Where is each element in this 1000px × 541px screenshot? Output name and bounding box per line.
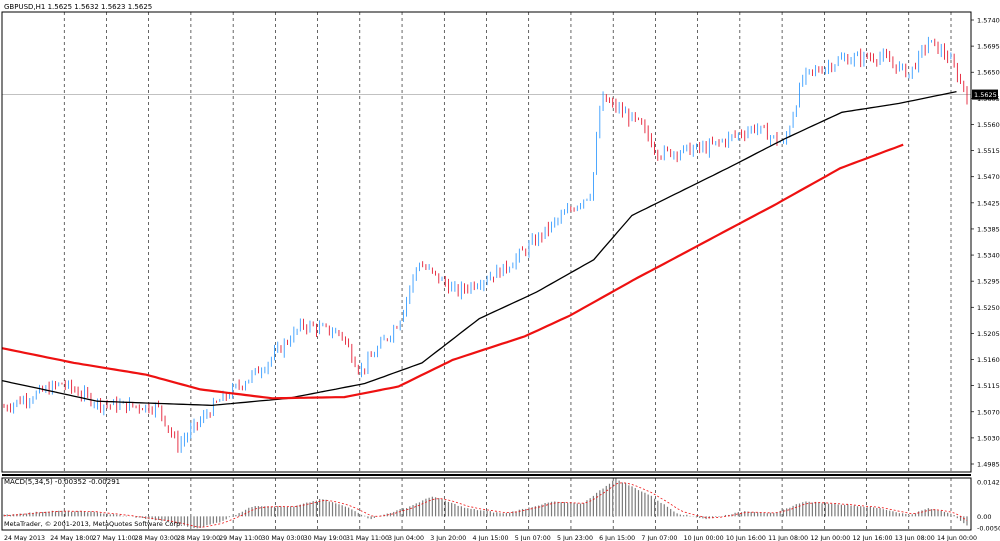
time-tick-label: 13 Jun 08:00 — [895, 535, 935, 541]
price-tick-label: 1.5295 — [977, 278, 1000, 286]
time-tick-label: 12 Jun 16:00 — [853, 535, 893, 541]
current-price-label: 1.5625 — [974, 91, 997, 99]
macd-tick-label: 0.00 — [977, 513, 991, 521]
time-tick-label: 4 Jun 15:00 — [473, 535, 509, 541]
time-tick-label: 14 Jun 00:00 — [937, 535, 977, 541]
time-tick-label: 29 May 11:00 — [219, 535, 262, 541]
time-tick-label: 30 May 03:00 — [261, 535, 304, 541]
time-tick-label: 10 Jun 16:00 — [726, 535, 766, 541]
time-tick-label: 10 Jun 00:00 — [684, 535, 724, 541]
time-tick-label: 28 May 03:00 — [135, 535, 178, 541]
price-tick-label: 1.5650 — [977, 69, 1000, 77]
time-tick-label: 24 May 2013 — [4, 535, 45, 541]
symbol-header: GBPUSD,H1 1.5625 1.5632 1.5623 1.5625 — [4, 3, 152, 11]
time-tick-label: 27 May 11:00 — [92, 535, 135, 541]
price-axis: 1.57401.56951.56501.56051.55601.55151.54… — [2, 17, 1000, 469]
price-tick-label: 1.5030 — [977, 434, 1000, 442]
time-tick-label: 3 Jun 20:00 — [430, 535, 466, 541]
price-tick-label: 1.5160 — [977, 356, 1000, 364]
price-tick-label: 1.5340 — [977, 252, 1000, 260]
macd-histogram-series — [3, 478, 968, 529]
moving-averages — [1, 90, 957, 407]
macd-signal-line — [3, 482, 968, 528]
price-tick-label: 1.5250 — [977, 304, 1000, 312]
time-tick-label: 12 Jun 00:00 — [810, 535, 850, 541]
price-tick-label: 1.5515 — [977, 147, 1000, 155]
candlestick-series — [3, 36, 968, 453]
price-tick-label: 1.5070 — [977, 408, 1000, 416]
price-tick-label: 1.4985 — [977, 461, 1000, 469]
time-tick-label: 11 Jun 08:00 — [768, 535, 808, 541]
vertical-grid — [63, 12, 952, 530]
macd-pane-border — [1, 477, 972, 531]
price-tick-label: 1.5560 — [977, 121, 1000, 129]
price-tick-label: 1.5470 — [977, 173, 1000, 181]
time-tick-label: 28 May 19:00 — [177, 535, 220, 541]
main-pane-border — [1, 11, 972, 473]
time-tick-label: 7 Jun 07:00 — [641, 535, 677, 541]
time-tick-label: 5 Jun 07:00 — [515, 535, 551, 541]
macd-tick-label: -0.00508 — [977, 525, 1000, 533]
price-tick-label: 1.5425 — [977, 199, 1000, 207]
time-tick-label: 30 May 19:00 — [304, 535, 347, 541]
copyright-text: MetaTrader, © 2001-2013, MetaQuotes Soft… — [4, 520, 182, 528]
time-tick-label: 31 May 11:00 — [346, 535, 389, 541]
macd-tick-label: 0.01427 — [977, 479, 1000, 487]
fast-ma-line — [1, 90, 957, 407]
macd-axis: 0.01427 0.00 -0.00508 — [977, 479, 1000, 533]
time-tick-label: 5 Jun 23:00 — [557, 535, 593, 541]
time-tick-label: 3 Jun 04:00 — [388, 535, 424, 541]
price-tick-label: 1.5385 — [977, 225, 1000, 233]
current-price-box — [972, 89, 998, 100]
macd-header: MACD(5,34,5) -0.00352 -0.00291 — [4, 478, 120, 486]
price-tick-label: 1.5115 — [977, 382, 1000, 390]
time-axis: 24 May 2013 24 May 18:00 27 May 11:00 28 Ma… — [4, 535, 977, 541]
time-tick-label: 24 May 18:00 — [50, 535, 93, 541]
chart-frame — [1, 11, 972, 531]
price-tick-label: 1.5695 — [977, 43, 1000, 51]
price-tick-label: 1.5205 — [977, 330, 1000, 338]
price-tick-label: 1.5740 — [977, 17, 1000, 25]
slow-ma-line — [1, 143, 904, 400]
time-tick-label: 6 Jun 15:00 — [599, 535, 635, 541]
